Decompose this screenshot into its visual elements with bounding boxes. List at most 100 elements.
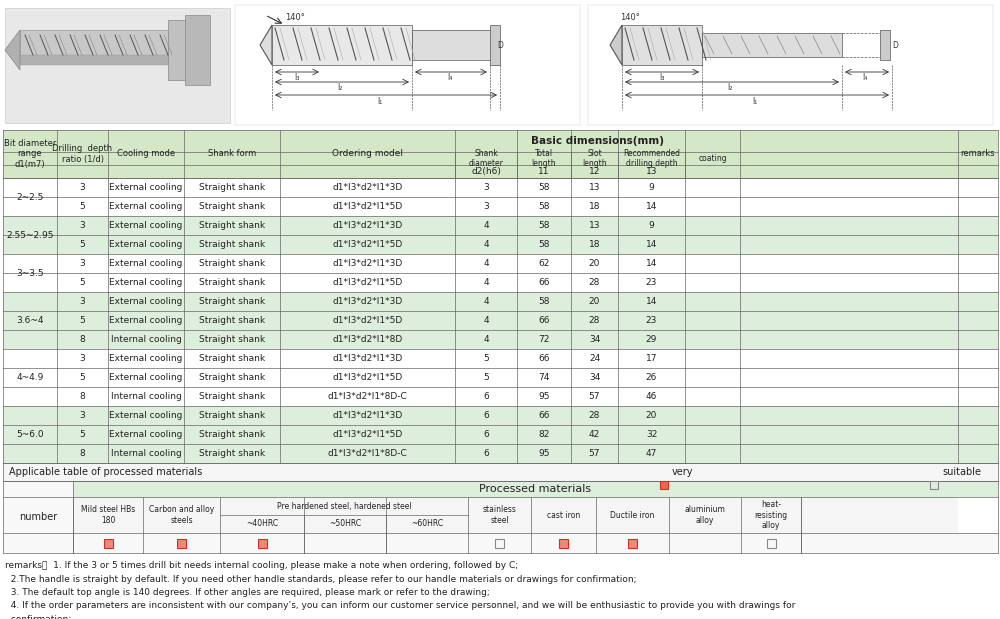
Text: remarks: remarks — [961, 150, 995, 158]
Text: 4: 4 — [483, 278, 489, 287]
Text: Straight shank: Straight shank — [199, 316, 265, 325]
Text: Bit diameter
range
d1(m7): Bit diameter range d1(m7) — [4, 139, 56, 169]
Bar — [3, 216, 998, 235]
Text: 42: 42 — [589, 430, 600, 439]
Bar — [3, 235, 998, 254]
Polygon shape — [5, 30, 20, 70]
Text: d1*l3*d2*l1*5D: d1*l3*d2*l1*5D — [332, 373, 403, 382]
Text: 4: 4 — [483, 259, 489, 268]
Text: Recommended
drilling depth: Recommended drilling depth — [623, 149, 680, 168]
Text: Applicable table of processed materials: Applicable table of processed materials — [9, 467, 202, 477]
Text: 57: 57 — [589, 392, 600, 401]
Text: number: number — [19, 512, 57, 522]
Text: 6: 6 — [483, 392, 489, 401]
Text: Cooling mode: Cooling mode — [117, 150, 175, 158]
Text: 62: 62 — [538, 259, 550, 268]
Text: 2.The handle is straight by default. If you need other handle standards, please : 2.The handle is straight by default. If … — [5, 574, 637, 584]
Text: d1*l3*d2*l1*8D-C: d1*l3*d2*l1*8D-C — [328, 449, 407, 458]
Bar — [104, 539, 112, 547]
Text: Processed materials: Processed materials — [479, 484, 592, 494]
Text: 13: 13 — [646, 167, 657, 176]
Text: l₄: l₄ — [447, 74, 453, 82]
Text: 20: 20 — [589, 259, 600, 268]
Text: Straight shank: Straight shank — [199, 392, 265, 401]
Text: Mild steel HBs
180: Mild steel HBs 180 — [81, 505, 135, 525]
Text: l₂: l₂ — [337, 84, 343, 92]
Text: 5: 5 — [80, 430, 85, 439]
Bar — [531, 497, 596, 533]
Bar — [235, 5, 580, 125]
Text: d1*l3*d2*l1*5D: d1*l3*d2*l1*5D — [332, 240, 403, 249]
Text: 46: 46 — [646, 392, 657, 401]
Text: ~50HRC: ~50HRC — [329, 519, 361, 529]
Text: 5: 5 — [80, 316, 85, 325]
Text: 3: 3 — [80, 183, 85, 192]
Text: 3: 3 — [80, 411, 85, 420]
Text: d1*l3*d2*l1*3D: d1*l3*d2*l1*3D — [332, 297, 403, 306]
Text: D: D — [892, 40, 898, 50]
Text: d1*l3*d2*l1*5D: d1*l3*d2*l1*5D — [332, 430, 403, 439]
Text: Straight shank: Straight shank — [199, 221, 265, 230]
Bar — [3, 311, 998, 330]
Text: d1*l3*d2*l1*3D: d1*l3*d2*l1*3D — [332, 259, 403, 268]
Text: 3.6~4: 3.6~4 — [16, 316, 44, 325]
Text: External cooling: External cooling — [109, 373, 183, 382]
Text: 8: 8 — [80, 335, 85, 344]
Text: Shank form: Shank form — [208, 150, 256, 158]
Text: Straight shank: Straight shank — [199, 259, 265, 268]
Text: d1*l3*d2*l1*8D: d1*l3*d2*l1*8D — [332, 335, 403, 344]
Bar — [20, 55, 180, 65]
Text: 4: 4 — [483, 316, 489, 325]
Text: l₃: l₃ — [659, 74, 665, 82]
Text: 66: 66 — [538, 411, 550, 420]
Text: 9: 9 — [649, 183, 654, 192]
Text: 3: 3 — [483, 183, 489, 192]
Text: 6: 6 — [483, 430, 489, 439]
Text: 4: 4 — [483, 335, 489, 344]
Text: 13: 13 — [589, 183, 600, 192]
Bar — [220, 497, 304, 533]
Text: 8: 8 — [80, 449, 85, 458]
Text: 4. If the order parameters are inconsistent with our company’s, you can inform o: 4. If the order parameters are inconsist… — [5, 602, 795, 610]
Bar — [596, 497, 669, 533]
Text: Straight shank: Straight shank — [199, 335, 265, 344]
Text: 18: 18 — [589, 202, 600, 211]
Text: 14: 14 — [646, 259, 657, 268]
Text: 2~2.5: 2~2.5 — [16, 193, 44, 202]
Text: Straight shank: Straight shank — [199, 411, 265, 420]
Bar — [3, 481, 73, 553]
Text: 3: 3 — [80, 297, 85, 306]
Text: 66: 66 — [538, 354, 550, 363]
Polygon shape — [610, 25, 622, 65]
Text: 17: 17 — [646, 354, 657, 363]
Text: Straight shank: Straight shank — [199, 240, 265, 249]
Text: d1*l3*d2*l1*3D: d1*l3*d2*l1*3D — [332, 411, 403, 420]
Bar — [880, 30, 890, 60]
Text: aluminium
alloy: aluminium alloy — [685, 505, 725, 525]
Text: Ductile iron: Ductile iron — [610, 511, 655, 519]
Text: Straight shank: Straight shank — [199, 449, 265, 458]
Text: 140°: 140° — [620, 14, 640, 22]
Text: 8: 8 — [80, 392, 85, 401]
Text: External cooling: External cooling — [109, 354, 183, 363]
Text: 47: 47 — [646, 449, 657, 458]
Text: Internal cooling: Internal cooling — [111, 335, 181, 344]
Text: Slot
length: Slot length — [582, 149, 607, 168]
Bar — [3, 349, 998, 368]
Text: 6: 6 — [483, 411, 489, 420]
Text: 6: 6 — [483, 449, 489, 458]
Bar — [801, 497, 958, 533]
Text: Internal cooling: Internal cooling — [111, 392, 181, 401]
Text: 5: 5 — [483, 373, 489, 382]
Bar — [588, 5, 993, 125]
Text: 95: 95 — [538, 392, 550, 401]
Text: heat-
resisting
alloy: heat- resisting alloy — [754, 500, 788, 530]
Text: 66: 66 — [538, 278, 550, 287]
Text: l₁: l₁ — [752, 97, 758, 105]
Text: 28: 28 — [589, 411, 600, 420]
Text: 2.55~2.95: 2.55~2.95 — [6, 230, 54, 240]
Text: confirmation;: confirmation; — [5, 615, 71, 619]
Text: 58: 58 — [538, 240, 550, 249]
Bar — [3, 425, 998, 444]
Text: coating: coating — [698, 154, 727, 163]
